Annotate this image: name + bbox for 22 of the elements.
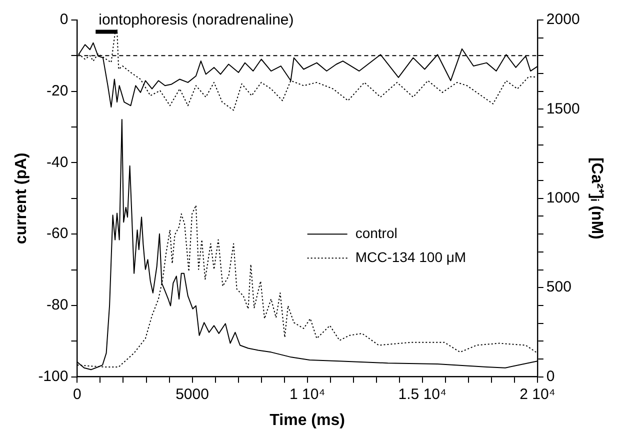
x-tick-label: 1.5 10⁴ [398,386,446,403]
x-tick-label: 0 [73,386,82,403]
y-tick-label: -60 [46,225,68,242]
y-tick-label: -40 [46,154,68,171]
y-tick-label: -20 [46,82,68,100]
y2-tick-label: 500 [546,278,572,296]
y2-tick-label: 1500 [546,100,580,118]
y2-tick-label: 1000 [546,190,580,207]
x-axis-title: Time (ms) [270,412,345,429]
y-tick-label: -100 [38,368,68,385]
x-tick-label: 2 10⁴ [520,386,556,403]
y2-axis-title: [Ca²⁺]ᵢ (nM) [588,157,605,240]
y-axis-title: current (pA) [13,152,30,244]
legend-label: control [355,224,398,241]
y2-tick-label: 2000 [546,11,580,28]
x-tick-label: 5000 [176,386,209,403]
x-tick-label: 1 10⁴ [290,386,326,403]
annotation: iontophoresis (noradrenaline) [98,11,294,28]
y-tick-label: -80 [46,296,68,314]
y2-tick-label: 0 [546,368,555,385]
legend-label: MCC-134 100 μM [355,248,466,265]
y-tick-label: 0 [60,11,68,28]
